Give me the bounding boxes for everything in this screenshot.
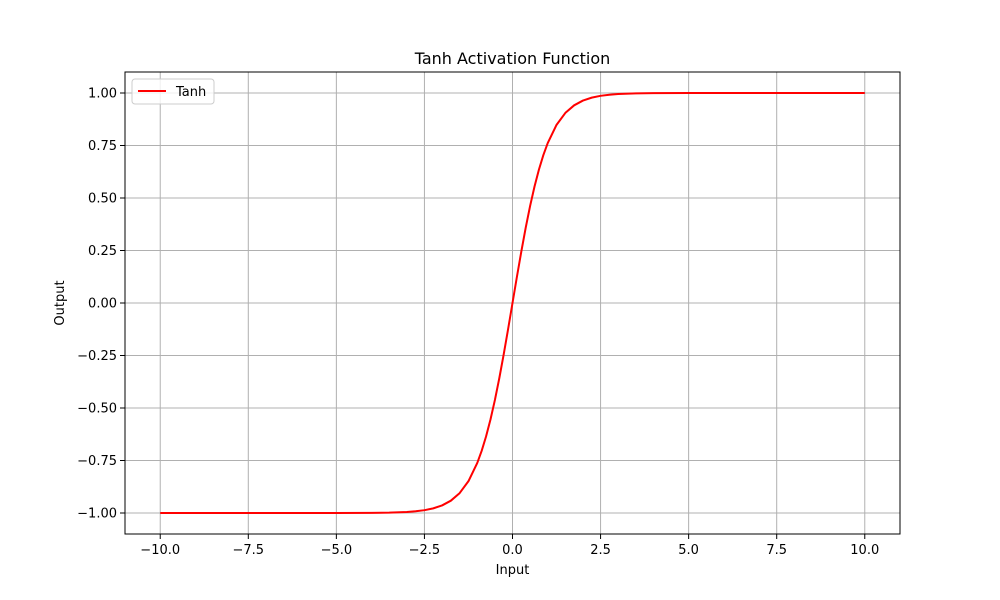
y-tick-label: 0.00 (88, 297, 117, 312)
y-tick-label: 1.00 (88, 87, 117, 102)
x-axis-label: Input (496, 563, 530, 578)
y-tick-label: −0.25 (77, 349, 117, 364)
x-tick-label: 0.0 (502, 543, 523, 558)
x-tick-label: 5.0 (678, 543, 699, 558)
x-axis-ticks: −10.0 −7.5 −5.0 −2.5 0.0 2.5 5.0 7.5 10.0 (140, 534, 879, 558)
series-layer (160, 92, 865, 514)
y-tick-label: 0.75 (88, 139, 117, 154)
x-tick-label: −2.5 (409, 543, 441, 558)
y-tick-label: −0.50 (77, 402, 117, 417)
legend-label-tanh: Tanh (175, 85, 206, 100)
series-line-tanh (160, 92, 865, 514)
y-tick-label: −1.00 (77, 507, 117, 522)
y-axis-ticks: −1.00 −0.75 −0.50 −0.25 0.00 0.25 0.50 0.75 1.00 (77, 87, 125, 522)
y-tick-label: −0.75 (77, 454, 117, 469)
y-tick-label: 0.25 (88, 244, 117, 259)
x-tick-label: 10.0 (850, 543, 879, 558)
y-tick-label: 0.50 (88, 192, 117, 207)
x-tick-label: 2.5 (590, 543, 611, 558)
legend: Tanh (131, 78, 215, 105)
x-tick-label: −10.0 (140, 543, 180, 558)
legend-box (131, 78, 215, 105)
x-tick-label: 7.5 (766, 543, 787, 558)
chart-title: Tanh Activation Function (414, 49, 611, 68)
x-tick-label: −7.5 (233, 543, 265, 558)
y-axis-label: Output (53, 280, 68, 325)
x-tick-label: −5.0 (321, 543, 353, 558)
